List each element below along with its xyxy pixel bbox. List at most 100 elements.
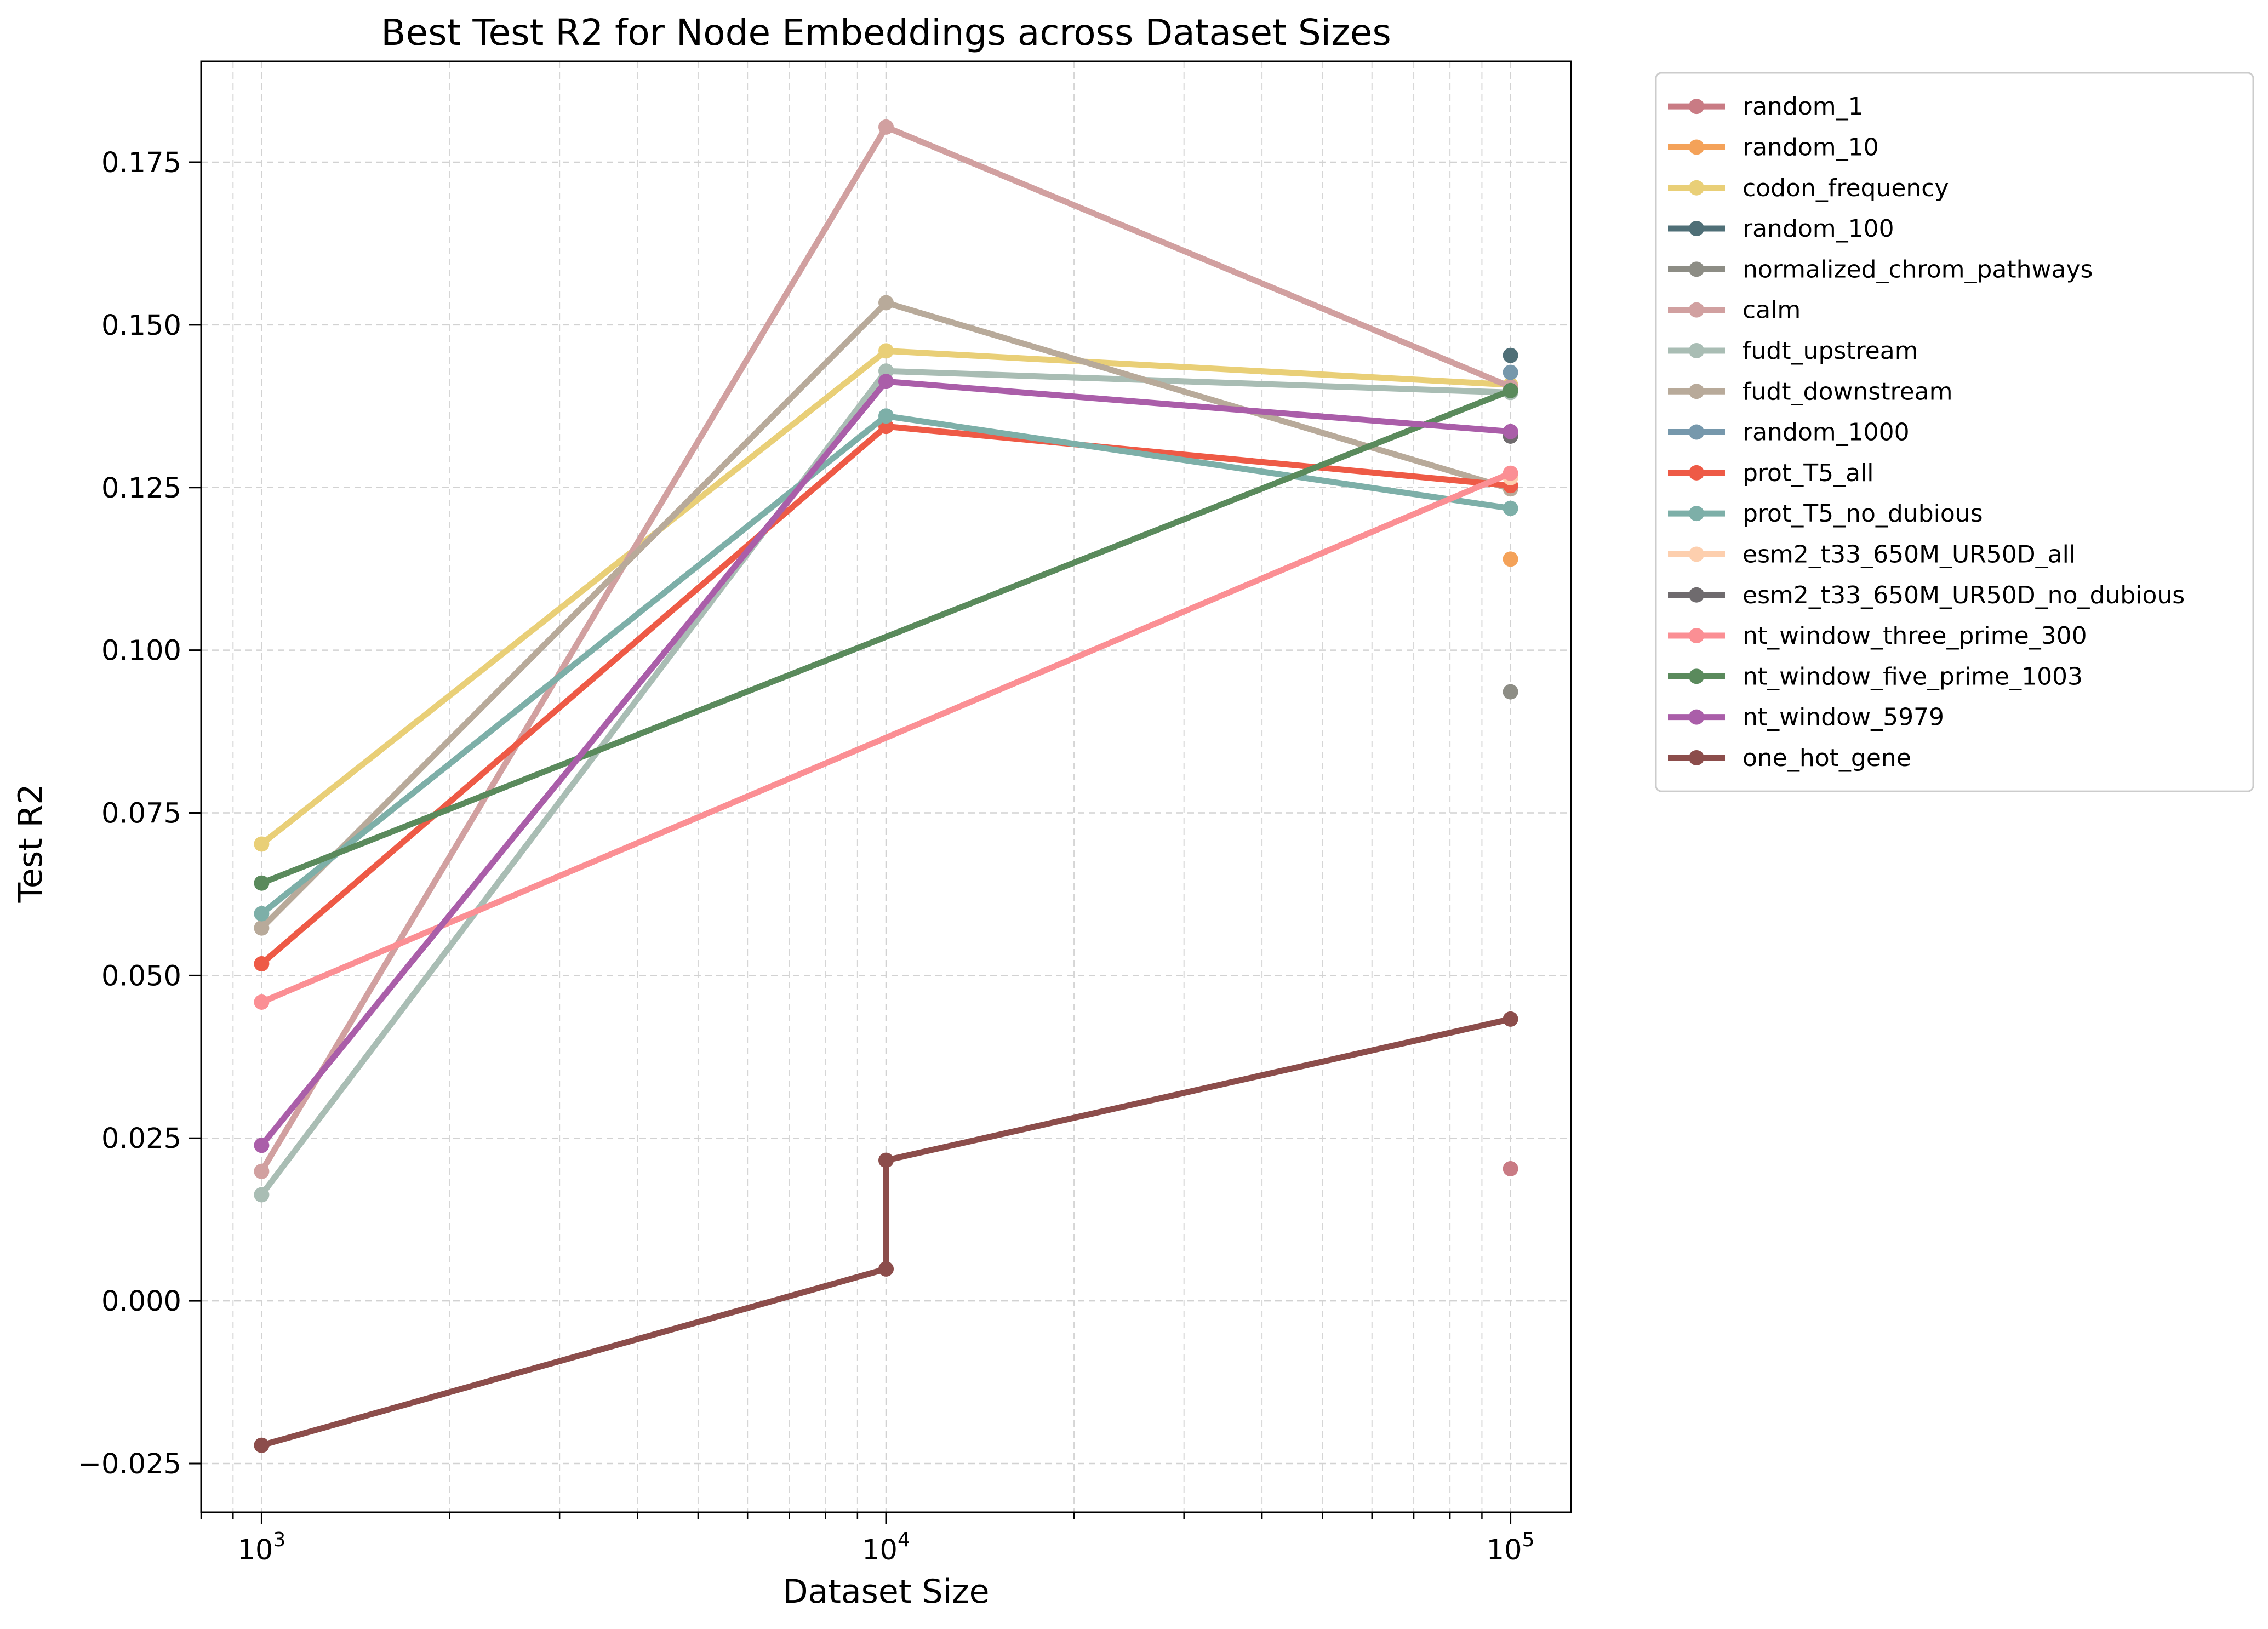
data-point: [1503, 500, 1518, 516]
y-tick-label: 0.150: [101, 310, 181, 342]
legend-marker: [1689, 587, 1704, 603]
data-point: [878, 374, 894, 390]
x-tick-label: 105: [1487, 1529, 1535, 1567]
legend-item: prot_T5_no_dubious: [1668, 500, 1983, 528]
legend-marker: [1689, 180, 1704, 196]
y-tick-label: −0.025: [78, 1448, 181, 1481]
data-point: [1503, 1011, 1518, 1027]
legend-marker: [1689, 506, 1704, 522]
series-nt_window_three_prime_300: [254, 465, 1518, 1010]
legend-item: nt_window_5979: [1668, 704, 1944, 731]
x-axis-label: Dataset Size: [782, 1573, 989, 1611]
series-prot_T5_no_dubious: [254, 408, 1518, 922]
legend-label: random_1: [1743, 93, 1864, 121]
legend-marker: [1689, 342, 1704, 358]
x-tick-label: 103: [238, 1529, 286, 1567]
legend-item: fudt_upstream: [1668, 337, 1918, 365]
legend-box: [1655, 72, 2254, 792]
data-point: [1503, 382, 1518, 398]
series-random_1000: [1503, 364, 1518, 380]
legend-label: random_100: [1743, 215, 1894, 243]
data-point: [254, 1187, 270, 1203]
legend-label: nt_window_5979: [1743, 704, 1944, 731]
data-point: [254, 956, 270, 971]
legend-item: random_1000: [1668, 419, 1910, 447]
legend-marker: [1689, 709, 1704, 725]
series-random_100: [1503, 347, 1518, 363]
series-line: [258, 387, 1514, 887]
legend-item: normalized_chrom_pathways: [1668, 255, 2093, 283]
legend-marker: [1689, 424, 1704, 440]
legend-item: prot_T5_all: [1668, 459, 1874, 487]
legend-item: esm2_t33_650M_UR50D_no_dubious: [1668, 581, 2185, 609]
data-point: [878, 343, 894, 359]
legend-marker: [1689, 465, 1704, 481]
series-random_1: [1503, 1161, 1518, 1176]
legend-label: esm2_t33_650M_UR50D_no_dubious: [1743, 581, 2185, 609]
y-axis-ticks: −0.025 0.000 0.025 0.050 0.075 0.100 0.125 0.15…: [78, 147, 201, 1481]
data-point: [254, 906, 270, 922]
legend-label: codon_frequency: [1743, 174, 1949, 202]
legend-label: random_1000: [1743, 419, 1910, 447]
data-point: [254, 1437, 270, 1453]
legend-label: nt_window_three_prime_300: [1743, 622, 2087, 650]
legend-item: calm: [1668, 296, 1801, 324]
legend-item: nt_window_five_prime_1003: [1668, 662, 2083, 690]
legend-marker: [1689, 668, 1704, 684]
y-tick-label: 0.025: [101, 1123, 181, 1155]
data-point: [1503, 424, 1518, 439]
legend-label: esm2_t33_650M_UR50D_all: [1743, 540, 2076, 568]
data-point: [878, 295, 894, 311]
y-tick-label: 0.000: [101, 1285, 181, 1318]
series-normalized_chrom_pathways: [1503, 684, 1518, 700]
legend-marker: [1689, 384, 1704, 399]
legend-label: one_hot_gene: [1743, 744, 1911, 772]
x-tick-base: 10: [1487, 1534, 1522, 1567]
data-point: [254, 875, 270, 891]
y-tick-label: 0.075: [101, 797, 181, 830]
legend: random_1 random_10 codon_frequency random_1…: [1655, 72, 2254, 792]
legend-marker: [1689, 302, 1704, 318]
legend-label: prot_T5_all: [1743, 459, 1874, 487]
legend-marker: [1689, 628, 1704, 644]
y-axis-label: Test R2: [12, 784, 50, 903]
series-layer: [254, 119, 1518, 1453]
data-point: [1503, 1161, 1518, 1176]
series-nt_window_5979: [254, 374, 1518, 1153]
legend-marker: [1689, 546, 1704, 562]
x-axis-ticks: 103 104 105: [200, 1512, 1535, 1567]
legend-marker: [1689, 221, 1704, 237]
x-tick-base: 10: [862, 1534, 898, 1567]
chart-title: Best Test R2 for Node Embeddings across …: [381, 12, 1391, 54]
data-point: [254, 1163, 270, 1179]
y-tick-label: 0.125: [101, 472, 181, 505]
series-one_hot_gene: [254, 1011, 1518, 1453]
x-tick-base: 10: [238, 1534, 273, 1567]
x-tick-exponent: 3: [273, 1529, 285, 1551]
x-tick-label: 104: [862, 1529, 910, 1567]
legend-item: random_100: [1668, 215, 1894, 243]
legend-marker: [1689, 139, 1704, 155]
legend-label: fudt_downstream: [1743, 378, 1952, 405]
y-tick-label: 0.050: [101, 960, 181, 992]
data-point: [878, 1261, 894, 1277]
data-point: [254, 994, 270, 1010]
legend-item: random_1: [1668, 93, 1864, 121]
series-calm: [254, 119, 1518, 1179]
legend-item: fudt_downstream: [1668, 378, 1952, 405]
legend-label: random_10: [1743, 133, 1879, 161]
data-point: [1503, 364, 1518, 380]
legend-marker: [1689, 750, 1704, 765]
legend-label: fudt_upstream: [1743, 337, 1918, 365]
legend-item: one_hot_gene: [1668, 744, 1911, 772]
y-tick-label: 0.100: [101, 635, 181, 667]
data-point: [254, 920, 270, 936]
series-line: [258, 470, 1514, 1005]
legend-item: nt_window_three_prime_300: [1668, 622, 2087, 650]
legend-label: calm: [1743, 296, 1801, 324]
data-point: [1503, 347, 1518, 363]
series-nt_window_five_prime_1003: [254, 382, 1518, 891]
series-random_10: [1503, 551, 1518, 567]
data-point: [1503, 684, 1518, 700]
